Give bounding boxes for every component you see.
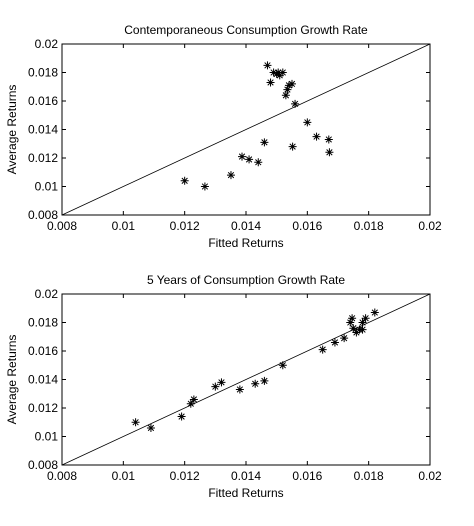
point [325,148,334,157]
y-tick-label: 0.018 [28,66,58,80]
point [346,318,355,327]
point [266,78,275,87]
point [324,135,333,144]
point [284,81,293,90]
y-axis-label: Average Returns [5,335,19,425]
y-tick-label: 0.02 [35,37,59,51]
chart-title: 5 Years of Consumption Growth Rate [147,273,345,287]
y-tick-label: 0.012 [28,401,58,415]
point [358,318,367,327]
y-tick-label: 0.016 [28,344,58,358]
point [177,412,186,421]
y-tick-label: 0.008 [28,458,58,472]
point [251,379,260,388]
point [217,378,226,387]
reference-line [61,293,431,466]
point [348,314,357,323]
y-tick-label: 0.018 [28,316,58,330]
point [269,68,278,77]
y-tick-label: 0.008 [28,208,58,222]
chart-title: Contemporaneous Consumption Growth Rate [124,23,368,37]
y-tick-label: 0.014 [28,123,58,137]
point [318,345,327,354]
point [260,376,269,385]
point [352,328,361,337]
point [288,142,297,151]
point [146,423,155,432]
point [226,171,235,180]
point [291,99,300,108]
point [274,68,283,77]
x-axis-label: Fitted Returns [208,486,283,500]
x-tick-label: 0.014 [231,469,261,483]
point [330,338,339,347]
point [254,158,263,167]
point [281,91,290,100]
point [288,79,296,88]
point [131,418,140,427]
point [200,182,209,191]
point [189,395,198,404]
x-tick-label: 0.016 [292,219,322,233]
point [349,324,358,333]
x-tick-label: 0.012 [170,469,200,483]
x-tick-label: 0.01 [112,219,136,233]
x-tick-label: 0.012 [170,219,200,233]
point [278,68,287,77]
point [186,399,195,408]
y-tick-label: 0.014 [28,373,58,387]
x-tick-label: 0.014 [231,219,261,233]
point [260,138,269,147]
y-tick-label: 0.02 [35,287,59,301]
point [275,71,284,80]
y-tick-label: 0.016 [28,94,58,108]
x-axis-label: Fitted Returns [208,236,283,250]
point [263,61,272,70]
x-tick-label: 0.01 [112,469,136,483]
point [340,334,349,343]
reference-line [61,43,431,216]
point [238,152,247,161]
point [303,118,312,127]
x-tick-label: 0.02 [418,219,442,233]
point [312,132,321,141]
point [235,385,244,394]
point [211,382,220,391]
point [278,361,287,370]
x-tick-label: 0.008 [47,219,77,233]
point [180,176,189,185]
point [358,325,367,334]
x-tick-label: 0.008 [47,469,77,483]
x-tick-label: 0.018 [354,469,384,483]
x-tick-label: 0.016 [292,469,322,483]
point [283,85,292,94]
x-tick-label: 0.018 [354,219,384,233]
point [361,314,370,323]
x-tick-label: 0.02 [418,469,442,483]
point [370,308,379,317]
y-tick-label: 0.012 [28,151,58,165]
y-tick-label: 0.01 [35,180,59,194]
y-axis-label: Average Returns [5,85,19,175]
y-tick-label: 0.01 [35,430,59,444]
point [245,155,254,164]
